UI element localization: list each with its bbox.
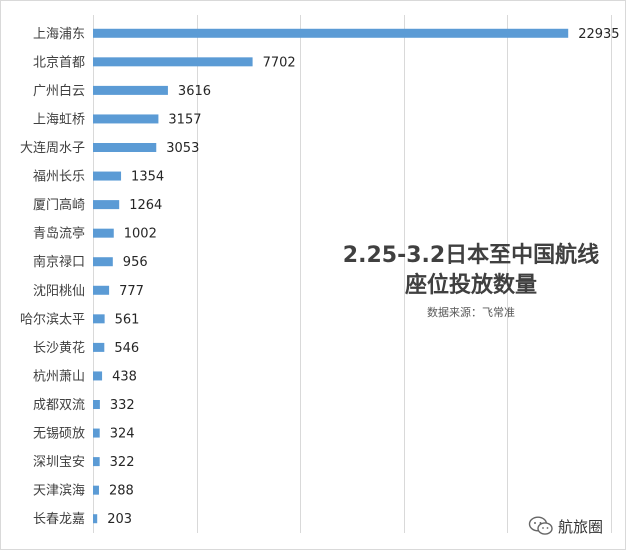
chart-title-line-2: 座位投放数量 — [404, 273, 537, 298]
data-label: 1002 — [124, 227, 157, 242]
bar — [93, 457, 100, 467]
bar — [93, 257, 113, 267]
bar — [93, 57, 253, 67]
category-label: 北京首都 — [33, 55, 85, 70]
chart-title-line-1: 2.25-3.2日本至中国航线 — [342, 243, 600, 268]
data-label: 22935 — [578, 27, 619, 42]
category-label: 无锡硕放 — [33, 427, 85, 442]
category-label: 福州长乐 — [33, 170, 85, 185]
category-label: 杭州萧山 — [33, 369, 85, 384]
data-label: 288 — [109, 484, 134, 499]
category-label: 沈阳桃仙 — [33, 284, 85, 299]
data-label: 324 — [110, 427, 135, 442]
category-label: 长春龙嘉 — [33, 512, 85, 527]
bar — [93, 171, 122, 181]
data-label: 777 — [119, 284, 144, 299]
bar — [93, 314, 105, 324]
bar — [93, 285, 110, 295]
chart-title: 2.25-3.2日本至中国航线 座位投放数量 — [331, 241, 611, 301]
chart-subtitle: 数据来源：飞常准 — [427, 306, 515, 319]
bar — [93, 85, 168, 95]
data-label: 546 — [114, 341, 139, 356]
category-label: 厦门高崎 — [33, 197, 85, 213]
bar — [93, 485, 99, 495]
data-label: 1354 — [131, 170, 164, 185]
data-label: 561 — [115, 312, 140, 327]
category-label: 深圳宝安 — [33, 455, 85, 470]
data-label: 203 — [107, 512, 132, 527]
bar — [93, 228, 114, 238]
bar — [93, 28, 569, 38]
data-label: 7702 — [263, 55, 296, 70]
data-label: 3157 — [168, 112, 201, 127]
category-label: 哈尔滨太平 — [20, 311, 85, 327]
bar — [93, 114, 159, 124]
category-label: 上海虹桥 — [33, 112, 85, 127]
watermark: 航旅圈 — [528, 515, 603, 537]
category-label: 南京禄口 — [33, 254, 85, 270]
data-label: 438 — [112, 369, 137, 384]
category-label: 长沙黄花 — [33, 340, 85, 356]
category-label: 广州白云 — [33, 83, 85, 99]
data-label: 322 — [110, 455, 135, 470]
bar — [93, 200, 120, 210]
bar — [93, 400, 100, 409]
watermark-text: 航旅圈 — [557, 517, 603, 536]
bar — [93, 342, 105, 352]
category-label: 天津滨海 — [33, 483, 85, 499]
wechat-icon — [528, 516, 553, 535]
bar — [93, 428, 100, 438]
data-label: 332 — [110, 398, 135, 413]
bar — [93, 371, 103, 381]
bar — [93, 514, 98, 524]
category-label: 青岛流亭 — [33, 226, 85, 242]
category-label: 上海浦东 — [33, 27, 85, 42]
data-label: 1264 — [129, 198, 162, 213]
category-label: 成都双流 — [33, 398, 85, 413]
data-label: 3616 — [178, 84, 211, 99]
data-label: 3053 — [166, 141, 199, 156]
bar — [93, 143, 157, 152]
category-label: 大连周水子 — [20, 140, 85, 156]
data-label: 956 — [123, 255, 148, 270]
